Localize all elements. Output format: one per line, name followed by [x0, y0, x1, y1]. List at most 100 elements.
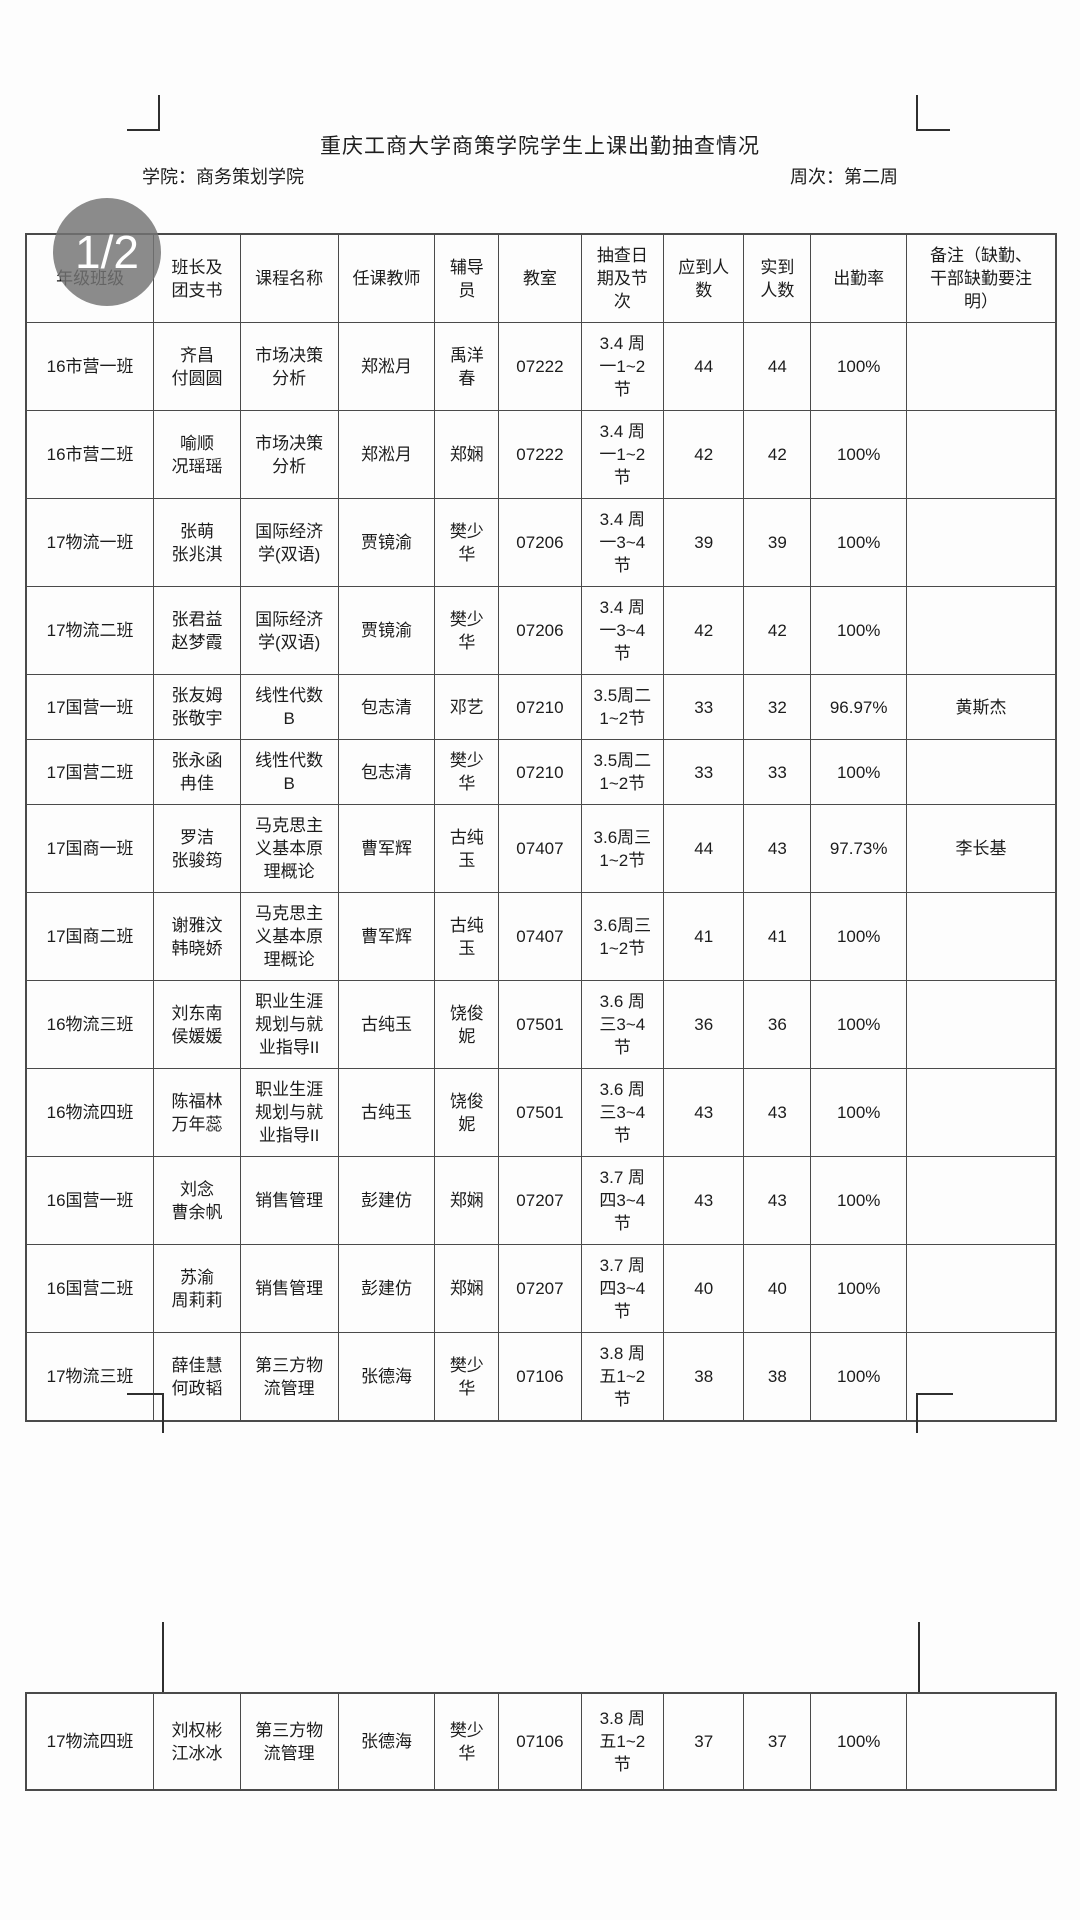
document-meta-line: 学院：商务策划学院 周次：第二周 — [0, 163, 1080, 189]
table-cell: 42 — [663, 410, 745, 499]
table-cell: 3.4 周 一3~4 节 — [580, 586, 665, 675]
table-cell: 3.4 周 一1~2 节 — [580, 410, 665, 499]
table-row: 16市营一班 齐昌 付圆圆 市场决策 分析 郑淞月 禹洋 春 07222 3.4 周 一1~… — [25, 322, 1057, 411]
table-cell: 44 — [663, 322, 745, 411]
table-cell: 3.7 周 四3~4 节 — [580, 1156, 665, 1245]
table-cell: 线性代数 B — [239, 674, 339, 740]
table-cell: 市场决策 分析 — [239, 322, 339, 411]
table-cell: 100% — [810, 1244, 908, 1333]
table-cell: 刘权彬 江冰冰 — [153, 1692, 241, 1791]
page-title: 重庆工商大学商策学院学生上课出勤抽查情况 — [320, 135, 760, 158]
table-cell: 包志清 — [337, 739, 436, 805]
table-cell: 彭建仿 — [337, 1244, 436, 1333]
table-cell — [906, 1068, 1057, 1157]
table-cell: 3.5周二 1~2节 — [580, 674, 665, 740]
table-cell: 古纯玉 — [337, 980, 436, 1069]
table-cell: 谢雅汶 韩晓娇 — [153, 892, 241, 981]
table-cell: 销售管理 — [239, 1244, 339, 1333]
attendance-table-page2: 17物流四班 刘权彬 江冰冰 第三方物 流管理 张德海 樊少 华 07106 3.8 周 五… — [25, 1692, 1057, 1791]
table-cell: 樊少 华 — [434, 586, 500, 675]
table-cell: 张永函 冉佳 — [153, 739, 241, 805]
table-cell: 苏渝 周莉莉 — [153, 1244, 241, 1333]
table-cell: 曹军辉 — [337, 804, 436, 893]
table-header-cell: 教室 — [498, 233, 582, 323]
table-cell: 07206 — [498, 586, 582, 675]
table-cell — [906, 980, 1057, 1069]
crop-mark-mid-right-vertical — [916, 1393, 918, 1433]
table-cell: 古纯 玉 — [434, 892, 500, 981]
page-indicator-text: 1/2 — [75, 226, 139, 278]
table-cell: 郑娴 — [434, 1244, 500, 1333]
crop-mark-bottom-left-vertical — [162, 1622, 164, 1692]
table-cell: 100% — [810, 498, 908, 587]
table-cell: 樊少 华 — [434, 739, 500, 805]
table-cell: 43 — [663, 1068, 745, 1157]
table-cell: 07222 — [498, 410, 582, 499]
table-cell: 97.73% — [810, 804, 908, 893]
table-row: 17国商一班 罗洁 张骏筠 马克思主 义基本原 理概论 曹军辉 古纯 玉 07407 3.6… — [25, 804, 1057, 893]
table-cell — [906, 322, 1057, 411]
table-cell: 3.6 周 三3~4 节 — [580, 1068, 665, 1157]
table-cell: 37 — [743, 1692, 812, 1791]
table-cell: 33 — [743, 739, 812, 805]
table-cell: 40 — [663, 1244, 745, 1333]
table-cell: 07206 — [498, 498, 582, 587]
table-cell: 16物流四班 — [25, 1068, 155, 1157]
table-cell: 100% — [810, 1156, 908, 1245]
table-cell: 17国营一班 — [25, 674, 155, 740]
table-cell: 3.6周三 1~2节 — [580, 892, 665, 981]
table-cell: 邓艺 — [434, 674, 500, 740]
table-cell: 16市营一班 — [25, 322, 155, 411]
table-cell: 43 — [743, 1068, 812, 1157]
table-cell: 17国商二班 — [25, 892, 155, 981]
table-cell: 郑娴 — [434, 410, 500, 499]
table-cell: 17国商一班 — [25, 804, 155, 893]
crop-mark-mid-right-horizontal — [916, 1393, 953, 1395]
table-header-cell: 任课教师 — [337, 233, 436, 323]
table-cell: 张萌 张兆淇 — [153, 498, 241, 587]
table-cell: 07106 — [498, 1692, 582, 1791]
table-cell: 职业生涯 规划与就 业指导II — [239, 980, 339, 1069]
table-header-cell: 辅导 员 — [434, 233, 500, 323]
table-cell: 樊少 华 — [434, 1692, 500, 1791]
table-cell: 3.6 周 三3~4 节 — [580, 980, 665, 1069]
crop-mark-top-left-horizontal — [127, 129, 160, 131]
table-cell: 喻顺 况瑶瑶 — [153, 410, 241, 499]
table-row: 17物流四班 刘权彬 江冰冰 第三方物 流管理 张德海 樊少 华 07106 3.8 周 五… — [25, 1692, 1057, 1791]
table-cell — [906, 1692, 1057, 1791]
table-cell: 100% — [810, 980, 908, 1069]
table-cell: 16物流三班 — [25, 980, 155, 1069]
table-cell — [906, 739, 1057, 805]
table-row: 16国营一班 刘念 曹余帆 销售管理 彭建仿 郑娴 07207 3.7 周 四3~4 节 43… — [25, 1156, 1057, 1245]
table-cell: 07407 — [498, 892, 582, 981]
table-cell: 国际经济 学(双语) — [239, 498, 339, 587]
table-cell: 42 — [743, 410, 812, 499]
table-cell: 44 — [743, 322, 812, 411]
table-cell: 线性代数 B — [239, 739, 339, 805]
table-cell: 38 — [743, 1332, 812, 1422]
table-cell: 罗洁 张骏筠 — [153, 804, 241, 893]
crop-mark-top-right-vertical — [916, 95, 918, 131]
table-cell: 3.4 周 一1~2 节 — [580, 322, 665, 411]
table-cell: 41 — [743, 892, 812, 981]
table-cell: 100% — [810, 1068, 908, 1157]
table-row: 16国营二班 苏渝 周莉莉 销售管理 彭建仿 郑娴 07207 3.7 周 四3~4 节 40… — [25, 1244, 1057, 1333]
crop-mark-bottom-right-vertical — [918, 1622, 920, 1692]
table-row: 17物流三班 薛佳慧 何政韬 第三方物 流管理 张德海 樊少 华 07106 3.8 周 五… — [25, 1332, 1057, 1422]
table-cell — [906, 410, 1057, 499]
table-cell: 43 — [663, 1156, 745, 1245]
table-cell: 国际经济 学(双语) — [239, 586, 339, 675]
table-cell: 16国营一班 — [25, 1156, 155, 1245]
table-cell: 07222 — [498, 322, 582, 411]
college-label: 学院：商务策划学院 — [142, 167, 304, 187]
table-cell: 销售管理 — [239, 1156, 339, 1245]
table-cell: 37 — [663, 1692, 745, 1791]
table-cell: 马克思主 义基本原 理概论 — [239, 804, 339, 893]
table-cell: 16市营二班 — [25, 410, 155, 499]
table-cell: 古纯玉 — [337, 1068, 436, 1157]
table-cell: 3.4 周 一3~4 节 — [580, 498, 665, 587]
table-row: 16物流四班 陈福林 万年蕊 职业生涯 规划与就 业指导II 古纯玉 饶俊 妮 07501… — [25, 1068, 1057, 1157]
table-cell: 职业生涯 规划与就 业指导II — [239, 1068, 339, 1157]
